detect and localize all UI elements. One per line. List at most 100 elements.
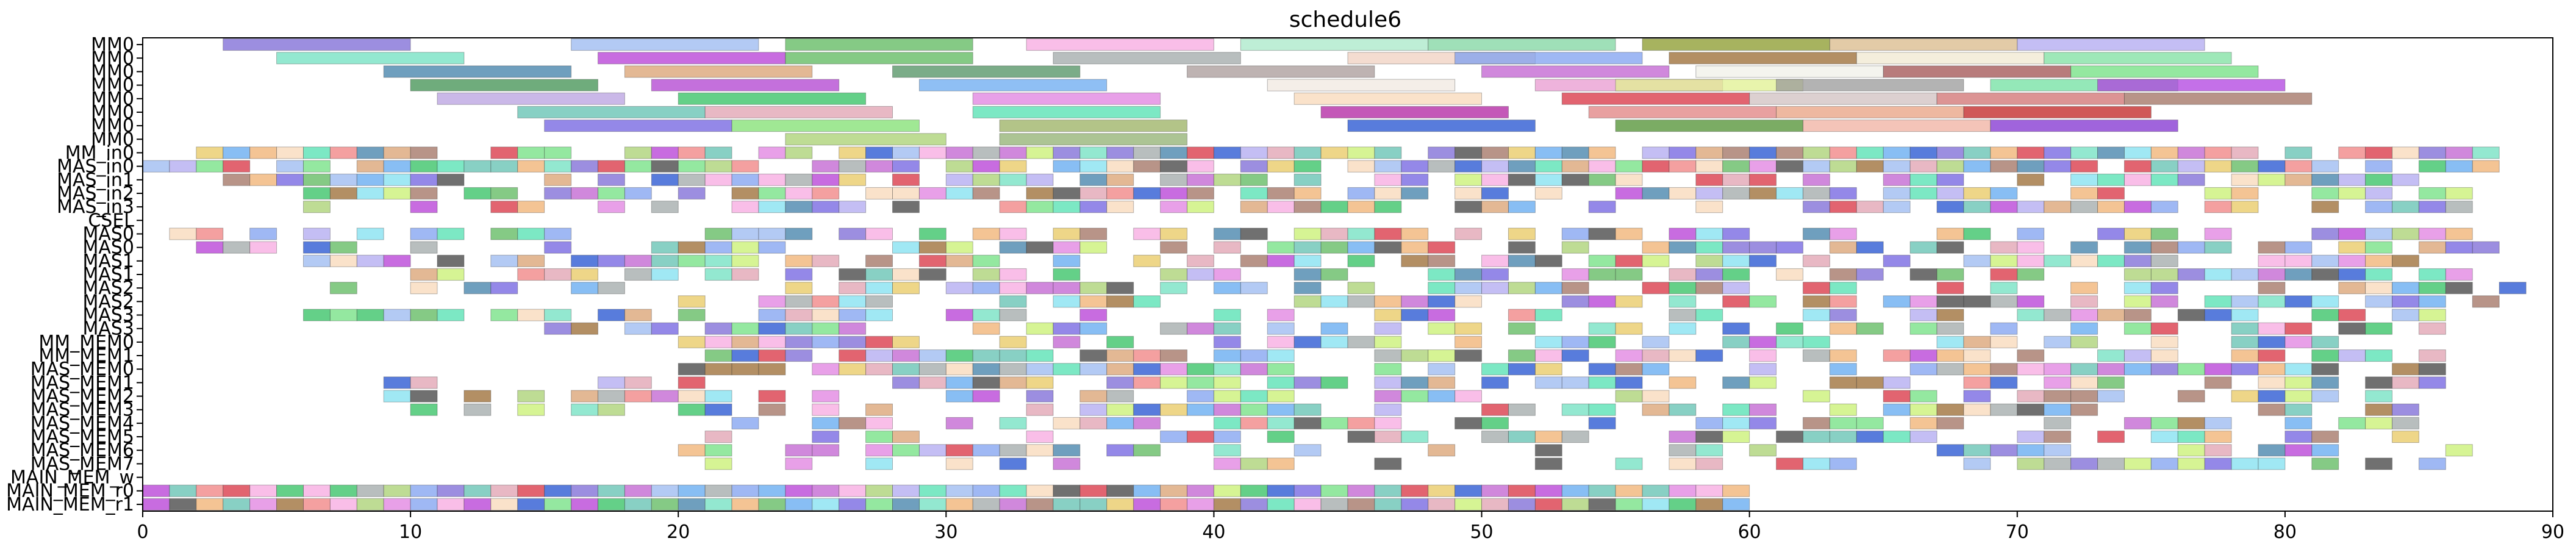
task-bar <box>1561 376 1589 389</box>
task-bar <box>2311 457 2339 470</box>
task-bar <box>356 146 384 159</box>
task-bar <box>410 390 438 403</box>
task-bar <box>1749 363 1777 376</box>
task-bar <box>437 228 465 240</box>
task-bar <box>704 349 732 362</box>
task-bar <box>2418 309 2446 321</box>
task-bar <box>704 484 732 497</box>
task-bar <box>1374 228 1402 240</box>
task-bar <box>1695 201 1723 213</box>
task-bar <box>839 484 867 497</box>
task-bar <box>1669 52 1857 65</box>
task-bar <box>490 228 518 240</box>
task-bar <box>1481 363 1509 376</box>
task-bar <box>1213 241 1241 254</box>
task-bar <box>1883 295 1911 308</box>
task-bar <box>1856 160 1884 173</box>
task-bar <box>651 268 679 281</box>
task-bar <box>1990 146 2018 159</box>
task-bar <box>704 431 732 443</box>
task-bar <box>1561 335 1589 348</box>
task-bar <box>490 309 518 321</box>
task-bar <box>1615 268 1643 281</box>
task-bar <box>249 146 277 159</box>
task-bar <box>1856 376 1884 389</box>
task-bar <box>1160 228 1188 240</box>
task-bar <box>2123 268 2152 281</box>
task-bar <box>1829 417 1857 429</box>
task-bar <box>1053 146 1081 159</box>
task-bar <box>1695 146 1723 159</box>
task-bar <box>1936 241 1964 254</box>
task-bar <box>2017 173 2045 186</box>
task-bar <box>785 309 813 321</box>
task-bar <box>1079 390 1107 403</box>
task-bar <box>1936 363 1964 376</box>
task-bar <box>142 160 170 173</box>
task-bar <box>1695 241 1723 254</box>
task-bar <box>276 484 304 497</box>
task-bar <box>624 254 652 267</box>
task-bar <box>410 228 438 240</box>
task-bar <box>1856 241 1884 254</box>
task-bar <box>1481 431 1509 443</box>
task-bar <box>571 322 598 335</box>
task-bar <box>865 146 893 159</box>
task-bar <box>1293 241 1322 254</box>
task-bar <box>678 484 706 497</box>
task-bar <box>1936 403 1964 416</box>
task-bar <box>1508 309 1536 321</box>
task-bar <box>2258 295 2286 308</box>
task-bar <box>2418 160 2446 173</box>
task-bar <box>1829 376 1857 389</box>
task-bar <box>2418 349 2446 362</box>
task-bar <box>2204 295 2232 308</box>
task-bar <box>2150 322 2178 335</box>
task-bar <box>249 228 277 240</box>
task-bar <box>2017 241 2045 254</box>
y-tick-label: MM_MEM1 <box>38 345 134 367</box>
y-tick-label: MAS3 <box>82 318 134 340</box>
task-bar <box>1829 146 1857 159</box>
task-bar <box>812 187 840 200</box>
task-bar <box>410 146 438 159</box>
task-bar <box>2392 309 2419 321</box>
task-bar <box>1829 322 1857 335</box>
task-bar <box>1508 201 1536 213</box>
task-bar <box>758 498 786 511</box>
task-bar <box>1160 363 1188 376</box>
task-bar <box>1106 376 1134 389</box>
task-bar <box>2418 282 2446 295</box>
task-bar <box>1534 444 1562 457</box>
task-bar <box>1213 457 1241 470</box>
task-bar <box>865 417 893 429</box>
task-bar <box>839 349 867 362</box>
task-bar <box>2418 187 2446 200</box>
task-bar <box>2150 160 2178 173</box>
task-bar <box>1106 417 1134 429</box>
task-bar <box>839 498 867 511</box>
task-bar <box>2365 322 2393 335</box>
task-bar <box>1428 38 1616 51</box>
task-bar <box>2070 295 2098 308</box>
task-bar <box>731 228 759 240</box>
task-bar <box>517 254 545 267</box>
task-bar <box>1374 241 1402 254</box>
task-bar <box>918 484 946 497</box>
task-bar <box>1240 390 1268 403</box>
x-tick-label: 50 <box>1470 522 1493 543</box>
task-bar <box>1990 322 2018 335</box>
task-bar <box>892 498 920 511</box>
task-bar <box>2311 349 2339 362</box>
task-bar <box>1669 444 1697 457</box>
task-bar <box>2231 335 2259 348</box>
task-bar <box>1642 282 1670 295</box>
y-tick-label: MAS0 <box>82 237 134 259</box>
task-bar <box>356 228 384 240</box>
task-bar <box>1293 295 1322 308</box>
task-bar <box>1722 187 1750 200</box>
task-bar <box>1695 187 1723 200</box>
task-bar <box>999 146 1027 159</box>
task-bar <box>758 173 786 186</box>
